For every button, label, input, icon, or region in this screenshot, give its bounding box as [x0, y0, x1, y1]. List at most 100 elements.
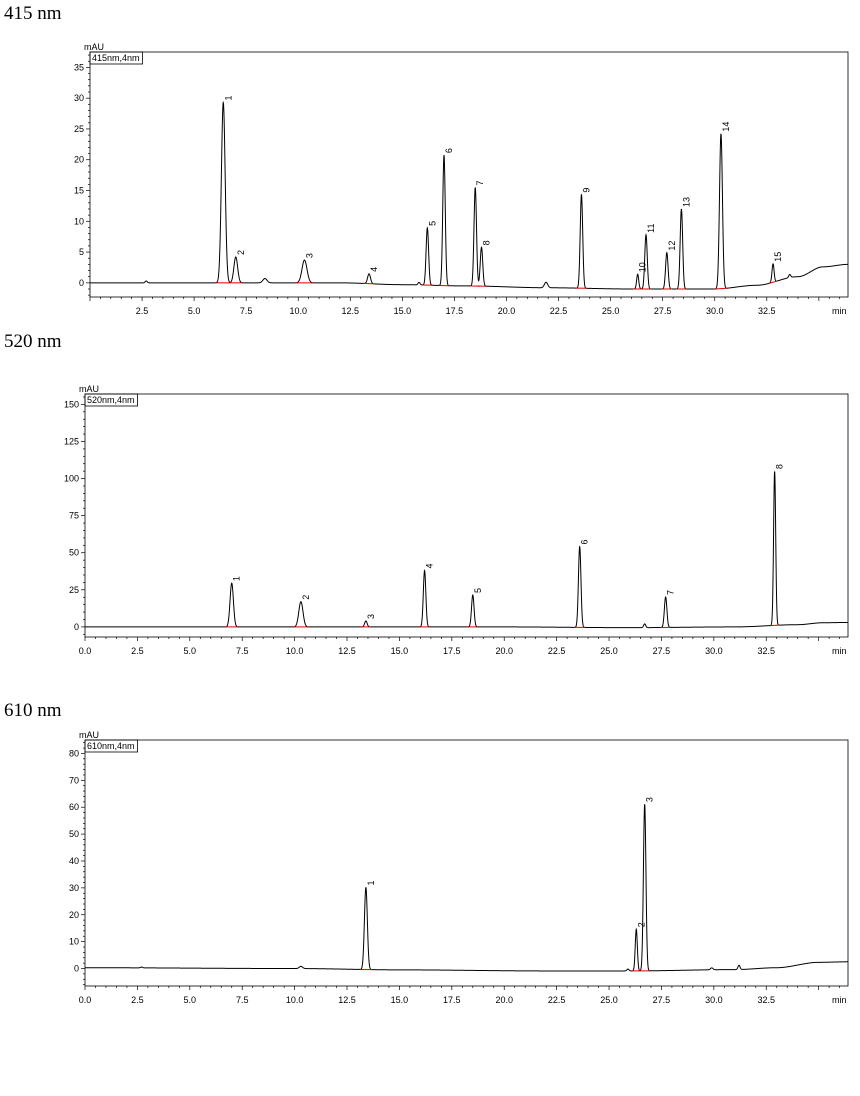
peak-label-1: 1: [232, 576, 242, 581]
y-tick-label: 70: [69, 775, 79, 785]
y-tick-label: 50: [69, 548, 79, 558]
x-tick-label: 20.0: [498, 306, 516, 316]
peak-label-15: 15: [773, 252, 783, 262]
legend-box: 610nm,4nm: [84, 739, 138, 753]
legend-label: 520nm,4nm: [87, 395, 135, 405]
y-tick-label: 10: [69, 937, 79, 947]
y-axis-label: mAU: [79, 384, 99, 394]
x-tick-label: 2.5: [131, 646, 144, 656]
plot-frame: [84, 393, 849, 638]
peak-label-8: 8: [775, 464, 785, 469]
peak-label-5: 5: [473, 588, 483, 593]
x-tick-label: 2.5: [131, 995, 144, 1005]
peak-label-12: 12: [667, 241, 677, 251]
y-tick-label: 25: [69, 585, 79, 595]
x-tick-label: 12.5: [338, 995, 356, 1005]
legend-box: 415nm,4nm: [89, 51, 143, 65]
y-tick-label: 80: [69, 748, 79, 758]
panel-title-415: 415 nm: [4, 3, 62, 24]
peak-label-6: 6: [444, 148, 454, 153]
panel-title-610: 610 nm: [4, 700, 62, 721]
legend-border: [84, 739, 138, 753]
y-tick-label: 30: [69, 883, 79, 893]
x-tick-label: 27.5: [653, 995, 671, 1005]
peak-label-4: 4: [425, 564, 435, 569]
y-tick-label: 0: [79, 278, 84, 288]
peak-label-3: 3: [304, 253, 314, 258]
x-tick-label: 7.5: [240, 306, 253, 316]
plot-frame: [84, 739, 849, 987]
x-tick-label: 22.5: [550, 306, 568, 316]
peak-label-7: 7: [666, 590, 676, 595]
x-tick-label: 17.5: [443, 995, 461, 1005]
y-axis-label: mAU: [84, 42, 104, 52]
x-tick-label: 22.5: [548, 646, 566, 656]
x-tick-label: 20.0: [495, 646, 513, 656]
x-tick-label: 32.5: [757, 995, 775, 1005]
legend-label: 415nm,4nm: [92, 53, 140, 63]
peak-label-14: 14: [721, 122, 731, 132]
peak-label-1: 1: [366, 881, 376, 886]
y-tick-label: 30: [74, 93, 84, 103]
y-tick-label: 50: [69, 829, 79, 839]
y-tick-label: 15: [74, 186, 84, 196]
x-tick-label: 25.0: [602, 306, 620, 316]
peak-label-9: 9: [581, 188, 591, 193]
y-tick-label: 150: [64, 399, 79, 409]
legend-box: 520nm,4nm: [84, 393, 138, 407]
peak-label-2: 2: [236, 250, 246, 255]
x-axis-label: min: [832, 646, 847, 656]
x-tick-label: 30.0: [706, 306, 724, 316]
peak-label-1: 1: [223, 95, 233, 100]
y-tick-label: 10: [74, 216, 84, 226]
x-tick-label: 12.5: [338, 646, 356, 656]
y-tick-label: 125: [64, 436, 79, 446]
y-tick-label: 20: [69, 910, 79, 920]
x-tick-label: 25.0: [600, 995, 618, 1005]
peak-label-13: 13: [681, 197, 691, 207]
y-tick-label: 100: [64, 474, 79, 484]
plot-frame: [89, 51, 849, 298]
x-tick-label: 5.0: [184, 995, 197, 1005]
x-tick-label: 17.5: [446, 306, 464, 316]
x-axis-label: min: [832, 995, 847, 1005]
y-tick-label: 40: [69, 856, 79, 866]
x-tick-label: 22.5: [548, 995, 566, 1005]
peak-label-8: 8: [481, 240, 491, 245]
peak-label-5: 5: [427, 221, 437, 226]
peak-label-11: 11: [646, 223, 656, 232]
peak-label-10: 10: [638, 262, 648, 272]
x-tick-label: 20.0: [495, 995, 513, 1005]
x-axis-label: min: [832, 306, 847, 316]
x-tick-label: 27.5: [654, 306, 672, 316]
signal-trace: [90, 100, 848, 290]
legend-border: [89, 51, 143, 65]
peak-label-3: 3: [366, 614, 376, 619]
x-tick-label: 25.0: [600, 646, 618, 656]
peak-label-7: 7: [475, 180, 485, 185]
peak-label-2: 2: [636, 922, 646, 927]
y-tick-label: 0: [74, 622, 79, 632]
x-tick-label: 0.0: [79, 995, 92, 1005]
x-tick-label: 32.5: [757, 646, 775, 656]
x-tick-label: 2.5: [136, 306, 149, 316]
y-tick-label: 5: [79, 247, 84, 257]
x-tick-label: 10.0: [289, 306, 307, 316]
x-tick-label: 15.0: [391, 646, 409, 656]
x-tick-label: 5.0: [184, 646, 197, 656]
y-axis-label: mAU: [79, 730, 99, 740]
x-tick-label: 15.0: [394, 306, 412, 316]
x-tick-label: 10.0: [286, 646, 304, 656]
x-tick-label: 12.5: [342, 306, 360, 316]
x-tick-label: 32.5: [758, 306, 776, 316]
x-tick-label: 15.0: [391, 995, 409, 1005]
x-tick-label: 30.0: [705, 995, 723, 1005]
signal-trace: [85, 471, 848, 629]
x-tick-label: 10.0: [286, 995, 304, 1005]
y-tick-label: 25: [74, 124, 84, 134]
peak-label-4: 4: [369, 267, 379, 272]
peak-label-6: 6: [580, 540, 590, 545]
